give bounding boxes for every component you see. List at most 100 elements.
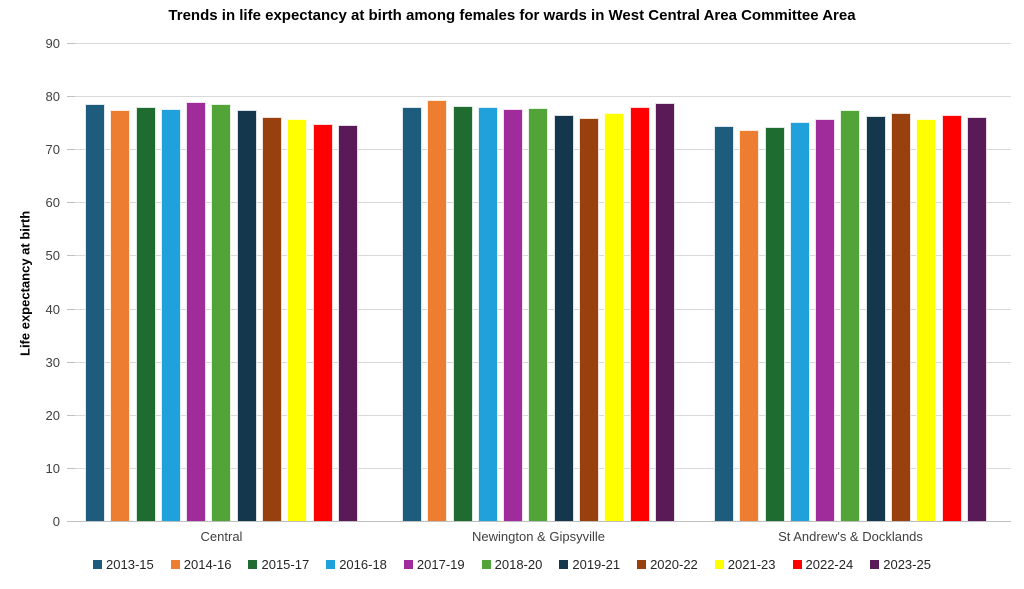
y-tick-label-50: 50 <box>45 248 60 264</box>
legend-label-2013-15: 2013-15 <box>106 557 154 572</box>
bar-2023-25-newington-gipsyville <box>654 102 675 521</box>
y-tick-label-60: 60 <box>45 195 60 211</box>
legend-swatch-2020-22 <box>637 560 647 569</box>
bar-2023-25-central <box>337 125 358 521</box>
y-tick-label-70: 70 <box>45 142 60 158</box>
y-tick-label-80: 80 <box>45 89 60 105</box>
y-tick-mark-60 <box>67 202 75 204</box>
bar-2017-19-newington-gipsyville <box>503 108 524 521</box>
y-tick-mark-90 <box>67 43 75 44</box>
legend-swatch-2013-15 <box>93 560 103 569</box>
y-tick-mark-70 <box>67 149 75 151</box>
bar-2015-17-central <box>135 107 156 521</box>
legend-swatch-2017-19 <box>403 560 413 569</box>
y-tick-mark-20 <box>67 414 75 416</box>
bar-2019-21-central <box>236 110 257 521</box>
x-axis-line <box>75 521 1011 522</box>
y-tick-label-0: 0 <box>52 514 60 529</box>
y-tick-label-30: 30 <box>45 354 60 370</box>
x-axis-label-st-andrew-s-docklands: St Andrew's & Docklands <box>778 529 923 544</box>
legend-swatch-2019-21 <box>559 560 569 569</box>
legend-swatch-2016-18 <box>326 560 336 569</box>
y-tick-label-40: 40 <box>45 301 60 317</box>
bar-2013-15-newington-gipsyville <box>402 106 422 521</box>
legend-item-2013-15: 2013-15 <box>93 557 154 572</box>
bar-2021-23-central <box>287 118 308 521</box>
bar-2013-15-st-andrew-s-docklands <box>714 125 734 521</box>
y-tick-mark-80 <box>67 96 75 98</box>
bar-2019-21-newington-gipsyville <box>553 115 574 521</box>
legend-label-2023-25: 2023-25 <box>883 557 931 572</box>
legend-swatch-2021-23 <box>714 560 724 569</box>
legend-label-2014-16: 2014-16 <box>183 557 232 572</box>
plot-area: 0 10 20 30 40 50 60 70 80 90 Central Newington & Gi… <box>46 36 1011 544</box>
bar-2020-22-central <box>262 116 283 521</box>
legend-item-2014-16: 2014-16 <box>170 557 232 572</box>
legend-swatch-2015-17 <box>248 560 258 569</box>
y-axis-title: Life expectancy at birth <box>17 210 33 356</box>
bar-2013-15-central <box>85 104 105 521</box>
bar-2015-17-st-andrew-s-docklands <box>764 126 785 521</box>
legend-item-2016-18: 2016-18 <box>326 557 387 572</box>
bar-2015-17-newington-gipsyville <box>452 106 473 521</box>
gridline-80 <box>75 96 1011 98</box>
legend-label-2021-23: 2021-23 <box>727 557 776 572</box>
legend-label-2019-21: 2019-21 <box>572 557 621 572</box>
y-tick-label-20: 20 <box>45 407 60 423</box>
y-tick-mark-30 <box>67 361 75 363</box>
legend-swatch-2014-16 <box>170 560 180 569</box>
bar-2021-23-st-andrew-s-docklands <box>916 118 937 521</box>
x-axis-label-central: Central <box>200 529 243 544</box>
bar-2016-18-st-andrew-s-docklands <box>789 121 810 521</box>
bar-2022-24-st-andrew-s-docklands <box>941 114 962 521</box>
bar-2018-20-newington-gipsyville <box>528 107 549 521</box>
y-tick-label-90: 90 <box>45 36 60 51</box>
bar-group-central <box>85 101 358 521</box>
legend-item-2017-19: 2017-19 <box>403 557 465 572</box>
legend-label-2020-22: 2020-22 <box>650 557 698 572</box>
legend-item-2023-25: 2023-25 <box>870 557 931 572</box>
legend-item-2018-20: 2018-20 <box>481 557 543 572</box>
legend-label-2015-17: 2015-17 <box>261 557 310 572</box>
bar-2021-23-newington-gipsyville <box>604 113 625 521</box>
bar-2022-24-central <box>312 124 333 521</box>
legend-item-2020-22: 2020-22 <box>637 557 698 572</box>
legend-swatch-2023-25 <box>870 560 880 569</box>
legend-item-2021-23: 2021-23 <box>714 557 776 572</box>
legend-item-2019-21: 2019-21 <box>559 557 620 572</box>
legend-swatch-2018-20 <box>481 560 491 569</box>
bar-2017-19-st-andrew-s-docklands <box>815 119 836 521</box>
y-tick-mark-50 <box>67 255 75 257</box>
y-tick-mark-40 <box>67 308 75 310</box>
y-tick-mark-0 <box>67 521 75 522</box>
gridline-90 <box>75 43 1011 44</box>
bar-2019-21-st-andrew-s-docklands <box>865 115 886 521</box>
bar-2016-18-newington-gipsyville <box>477 106 498 521</box>
legend-label-2017-19: 2017-19 <box>416 557 465 572</box>
bar-2023-25-st-andrew-s-docklands <box>966 117 987 521</box>
bar-group-newington-gipsyville <box>402 100 675 521</box>
legend: 2013-15 2014-16 2015-17 2016-18 2017-19 2018-… <box>0 557 1024 572</box>
legend-label-2022-24: 2022-24 <box>805 557 854 572</box>
legend-label-2016-18: 2016-18 <box>339 557 387 572</box>
bar-2020-22-newington-gipsyville <box>579 117 600 521</box>
x-axis-label-newington-gipsyville: Newington & Gipsyville <box>472 529 605 544</box>
y-tick-mark-10 <box>67 467 75 469</box>
y-tick-label-10: 10 <box>45 460 60 476</box>
bar-2017-19-central <box>186 101 207 521</box>
chart-title: Trends in life expectancy at birth among… <box>168 7 856 24</box>
legend-item-2022-24: 2022-24 <box>792 557 854 572</box>
bar-2022-24-newington-gipsyville <box>629 107 650 521</box>
bar-2014-16-st-andrew-s-docklands <box>739 129 760 521</box>
bar-group-st-andrew-s-docklands <box>714 110 987 521</box>
bar-2014-16-central <box>110 109 131 521</box>
bar-2018-20-central <box>211 104 232 521</box>
bar-2018-20-st-andrew-s-docklands <box>840 110 861 521</box>
legend-item-2015-17: 2015-17 <box>248 557 309 572</box>
legend-swatch-2022-24 <box>792 560 802 569</box>
bar-2016-18-central <box>160 108 181 521</box>
bar-2014-16-newington-gipsyville <box>427 100 448 521</box>
legend-label-2018-20: 2018-20 <box>494 557 543 572</box>
bar-2020-22-st-andrew-s-docklands <box>891 113 912 521</box>
